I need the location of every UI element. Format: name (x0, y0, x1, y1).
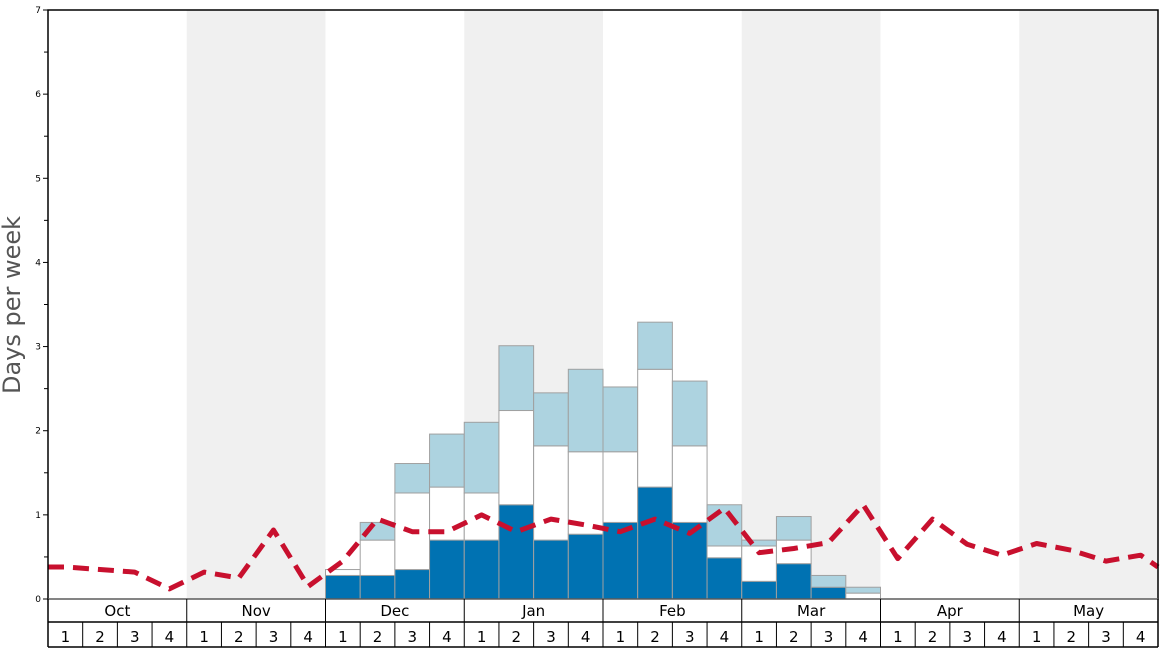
bar-white-w24 (845, 592, 881, 600)
bar-dark-w22 (775, 563, 812, 600)
y-tick-label-4: 4 (35, 258, 41, 268)
week-label: 1 (893, 628, 903, 646)
bar-dark-w10 (359, 574, 396, 600)
bars (325, 321, 881, 600)
bar-light-w11 (394, 463, 431, 494)
bar-light-w16 (567, 368, 604, 453)
bar-light-w23 (810, 574, 847, 588)
bar-dark-w18 (637, 486, 673, 600)
bar-light-w20 (706, 504, 743, 547)
week-label: 2 (373, 628, 383, 646)
bar-light-w19 (671, 380, 708, 447)
y-tick-label-5: 5 (35, 174, 41, 184)
bar-dark-w11 (394, 569, 431, 600)
bar-white-w20 (706, 545, 743, 559)
y-tick-label-3: 3 (35, 343, 41, 353)
y-tick-label-2: 2 (35, 427, 41, 437)
bar-light-w24 (845, 586, 881, 594)
month-band-nov (186, 10, 326, 599)
month-label-nov: Nov (241, 602, 270, 620)
week-label: 1 (616, 628, 626, 646)
month-label-dec: Dec (380, 602, 409, 620)
bar-white-w17 (602, 451, 639, 523)
month-label-oct: Oct (104, 602, 130, 620)
week-label: 1 (754, 628, 764, 646)
bar-light-w17 (602, 386, 639, 453)
bar-dark-w16 (567, 533, 604, 600)
bar-dark-w14 (498, 504, 535, 600)
week-label: 4 (303, 628, 313, 646)
y-tick-label-7: 7 (35, 6, 41, 16)
week-label: 3 (685, 628, 695, 646)
bar-white-w15 (533, 445, 569, 541)
bar-white-w10 (359, 539, 396, 576)
month-label-feb: Feb (659, 602, 686, 620)
week-label: 1 (338, 628, 348, 646)
month-band-may (1019, 10, 1158, 599)
week-label: 2 (650, 628, 660, 646)
week-label: 3 (269, 628, 279, 646)
y-axis-label: Days per week (0, 216, 26, 394)
week-label: 4 (581, 628, 591, 646)
week-label: 3 (962, 628, 972, 646)
week-label: 3 (546, 628, 556, 646)
y-ticks: 0 1 2 3 4 5 6 7 (35, 6, 48, 605)
month-label-jan: Jan (521, 602, 545, 620)
week-label: 2 (928, 628, 938, 646)
week-label: 2 (234, 628, 244, 646)
average-line-path (48, 502, 1160, 592)
x-axis: Oct 1 2 3 4 Nov 1 2 3 4 Dec 1 2 3 4 Jan 1 2 3 4 Feb 1 2 3 4 Mar 1 2… (61, 599, 1146, 647)
week-label: 2 (1067, 628, 1077, 646)
bar-light-w14 (498, 345, 535, 412)
week-label: 3 (130, 628, 140, 646)
bar-dark-w9 (325, 574, 361, 600)
week-label: 1 (477, 628, 487, 646)
bar-light-w13 (463, 421, 500, 494)
y-tick-label-0: 0 (35, 595, 41, 605)
average-line (48, 502, 1160, 592)
week-label: 1 (1032, 628, 1042, 646)
week-label: 3 (407, 628, 417, 646)
week-label: 4 (165, 628, 175, 646)
bar-light-w18 (637, 321, 673, 370)
week-label: 1 (199, 628, 209, 646)
bar-dark-w23 (810, 586, 847, 600)
week-label: 4 (858, 628, 868, 646)
bar-white-w19 (671, 445, 708, 523)
week-label: 2 (95, 628, 105, 646)
month-bands (186, 10, 1158, 599)
week-label: 4 (720, 628, 730, 646)
bar-white-w22 (775, 539, 812, 565)
week-label: 2 (789, 628, 799, 646)
week-label: 2 (512, 628, 522, 646)
week-label: 4 (997, 628, 1007, 646)
bar-white-w14 (498, 410, 535, 506)
bar-white-w18 (637, 368, 673, 488)
y-tick-label-6: 6 (35, 90, 41, 100)
bar-dark-w15 (533, 539, 569, 600)
week-label: 4 (1136, 628, 1146, 646)
month-label-may: May (1073, 602, 1104, 620)
bar-light-w15 (533, 392, 569, 447)
week-label: 1 (61, 628, 71, 646)
week-label: 4 (442, 628, 452, 646)
week-label: 3 (1101, 628, 1111, 646)
bar-dark-w21 (741, 580, 777, 600)
month-label-mar: Mar (797, 602, 826, 620)
bar-dark-w13 (463, 539, 500, 600)
week-label: 3 (824, 628, 834, 646)
month-band-mar (741, 10, 881, 599)
bar-dark-w12 (429, 539, 465, 600)
month-label-apr: Apr (937, 602, 964, 620)
bar-light-w12 (429, 433, 465, 488)
bar-light-w22 (775, 516, 812, 541)
bar-dark-w20 (706, 557, 743, 600)
y-tick-label-1: 1 (35, 511, 41, 521)
bar-white-w16 (567, 451, 604, 535)
